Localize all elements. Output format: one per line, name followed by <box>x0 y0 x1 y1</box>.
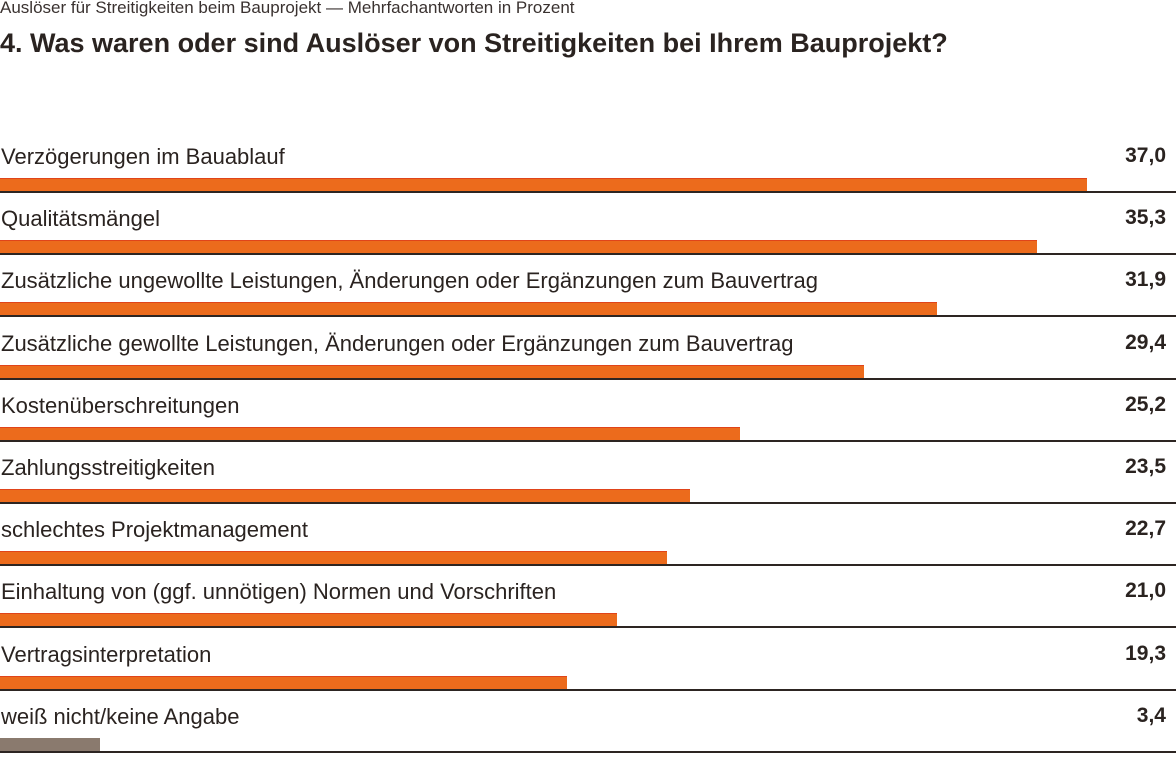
value-label: 25,2 <box>1125 392 1166 416</box>
value-label: 37,0 <box>1125 144 1166 167</box>
bar-row: Qualitätsmängel 35,3 <box>0 192 1176 256</box>
category-label: Zusätzliche ungewollte Leistungen, Änder… <box>1 268 818 294</box>
row-divider <box>0 688 1176 691</box>
row-divider <box>0 191 1176 193</box>
category-label: weiß nicht/keine Angabe <box>1 703 240 729</box>
bar <box>0 675 567 690</box>
category-label: schlechtes Projektmanagement <box>1 517 308 543</box>
bar-row: Zusätzliche gewollte Leistungen, Änderun… <box>0 317 1176 380</box>
bar-row: Vertragsinterpretation 19,3 <box>0 628 1176 691</box>
value-label: 21,0 <box>1125 579 1166 603</box>
bar <box>0 364 864 379</box>
bar <box>0 488 691 503</box>
value-label: 3,4 <box>1136 703 1166 727</box>
chart-subtitle: Auslöser für Streitigkeiten beim Bauproj… <box>0 0 575 17</box>
bar <box>0 426 741 441</box>
bar-row: Zahlungsstreitigkeiten 23,5 <box>0 441 1176 504</box>
bar <box>0 178 1087 192</box>
row-divider <box>0 377 1176 380</box>
bar <box>0 302 938 317</box>
category-label: Vertragsinterpretation <box>1 641 212 667</box>
value-label: 22,7 <box>1125 517 1166 541</box>
category-label: Zahlungsstreitigkeiten <box>1 454 216 480</box>
row-divider <box>0 750 1176 753</box>
bar-row: Kostenüberschreitungen 25,2 <box>0 379 1176 442</box>
value-label: 35,3 <box>1125 206 1166 230</box>
bar-chart: Verzögerungen im Bauablauf 37,0 Qualitätsm… <box>0 130 1176 753</box>
value-label: 23,5 <box>1125 454 1166 478</box>
bar <box>0 240 1038 255</box>
bar <box>0 613 617 628</box>
bar-row: schlechtes Projektmanagement 22,7 <box>0 503 1176 567</box>
value-label: 29,4 <box>1125 330 1166 354</box>
value-label: 31,9 <box>1125 268 1166 292</box>
category-label: Verzögerungen im Bauablauf <box>1 144 285 169</box>
row-divider <box>0 315 1176 318</box>
bar-row: weiß nicht/keine Angabe 3,4 <box>0 690 1176 753</box>
row-divider <box>0 626 1176 629</box>
row-divider <box>0 439 1176 442</box>
category-label: Qualitätsmängel <box>1 206 160 232</box>
category-label: Einhaltung von (ggf. unnötigen) Normen u… <box>1 579 557 605</box>
row-divider <box>0 564 1176 567</box>
chart-title: 4. Was waren oder sind Auslöser von Stre… <box>0 28 948 58</box>
row-divider <box>0 253 1176 256</box>
bar-row: Zusätzliche ungewollte Leistungen, Änder… <box>0 254 1176 318</box>
bar-row: Verzögerungen im Bauablauf 37,0 <box>0 130 1176 193</box>
category-label: Kostenüberschreitungen <box>1 392 240 418</box>
bar <box>0 737 100 752</box>
bar <box>0 551 667 566</box>
bar-row: Einhaltung von (ggf. unnötigen) Normen u… <box>0 565 1176 629</box>
value-label: 19,3 <box>1125 641 1166 665</box>
row-divider <box>0 501 1176 504</box>
category-label: Zusätzliche gewollte Leistungen, Änderun… <box>1 330 794 356</box>
